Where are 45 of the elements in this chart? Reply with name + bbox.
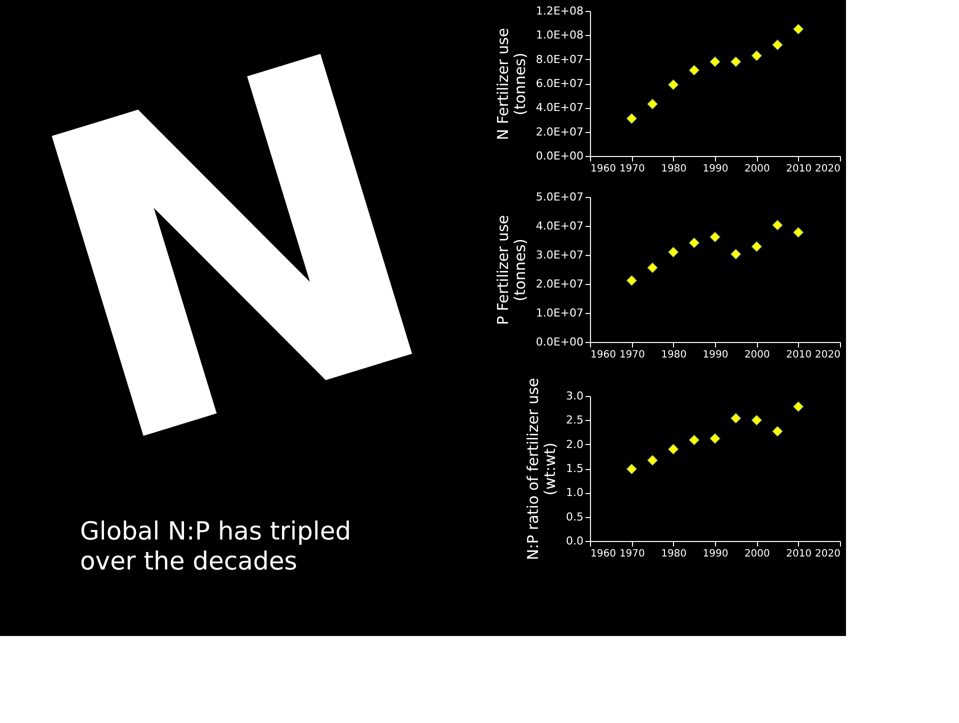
y-tick-label: 0.0E+00 — [536, 336, 584, 348]
x-tick-label: 2000 — [744, 350, 770, 360]
x-tick-label: 2020 — [815, 164, 840, 174]
y-tick-label: 2.5 — [566, 414, 584, 427]
x-tick-label: 2010 — [786, 164, 812, 174]
y-axis-title: N:P ratio of fertilizer use (wt:wt) — [524, 378, 560, 560]
y-tick-label: 2.0E+07 — [536, 278, 584, 290]
y-tick-label: 3.0 — [566, 390, 584, 402]
y-tick-label: 1.0E+07 — [536, 306, 584, 320]
x-tick-label: 1990 — [702, 350, 728, 360]
y-tick-label: 0.0E+00 — [536, 150, 584, 162]
x-tick-label: 1970 — [619, 164, 645, 174]
y-tick-label: 2.0E+07 — [536, 125, 584, 138]
y-tick-label: 6.0E+07 — [536, 77, 584, 90]
y-tick-label: 8.0E+07 — [536, 52, 584, 66]
y-tick-label: 1.5 — [566, 462, 584, 475]
x-tick-label: 2020 — [815, 548, 840, 560]
x-tick-label: 2020 — [815, 350, 840, 360]
x-tick-label: 1960 — [590, 350, 616, 360]
x-tick-label: 1990 — [702, 164, 728, 174]
y-tick-label: 0.5 — [566, 510, 584, 524]
x-tick-label: 1990 — [702, 548, 728, 560]
x-tick-label: 1980 — [661, 164, 687, 174]
y-tick-label: 1.0 — [566, 486, 584, 500]
y-tick-label: 4.0E+07 — [536, 101, 584, 114]
x-tick-label: 1980 — [661, 548, 687, 560]
x-tick-label: 2010 — [786, 548, 812, 560]
x-tick-label: 1960 — [590, 548, 616, 560]
y-axis-title: N Fertilizer use (tonnes) — [494, 28, 529, 140]
x-tick-label: 1960 — [590, 164, 616, 174]
x-tick-label: 1980 — [661, 350, 687, 360]
y-tick-label: 1.2E+08 — [536, 4, 584, 18]
y-tick-label: 4.0E+07 — [536, 220, 584, 232]
x-tick-label: 2000 — [744, 548, 770, 560]
text: Global N:P has tripled over the decades — [80, 516, 352, 576]
x-tick-label: 1970 — [619, 350, 645, 360]
x-tick-label: 2000 — [744, 164, 770, 174]
x-tick-label: 2010 — [786, 350, 812, 360]
y-axis-title: P Fertilizer use (tonnes) — [494, 215, 529, 325]
y-tick-label: 0.0 — [566, 534, 584, 548]
y-tick-label: 5.0E+07 — [536, 190, 584, 204]
y-tick-label: 1.0E+08 — [536, 28, 584, 42]
y-tick-label: 3.0E+07 — [536, 248, 584, 262]
y-tick-label: 2.0 — [566, 438, 584, 451]
x-tick-label: 1970 — [619, 548, 645, 560]
